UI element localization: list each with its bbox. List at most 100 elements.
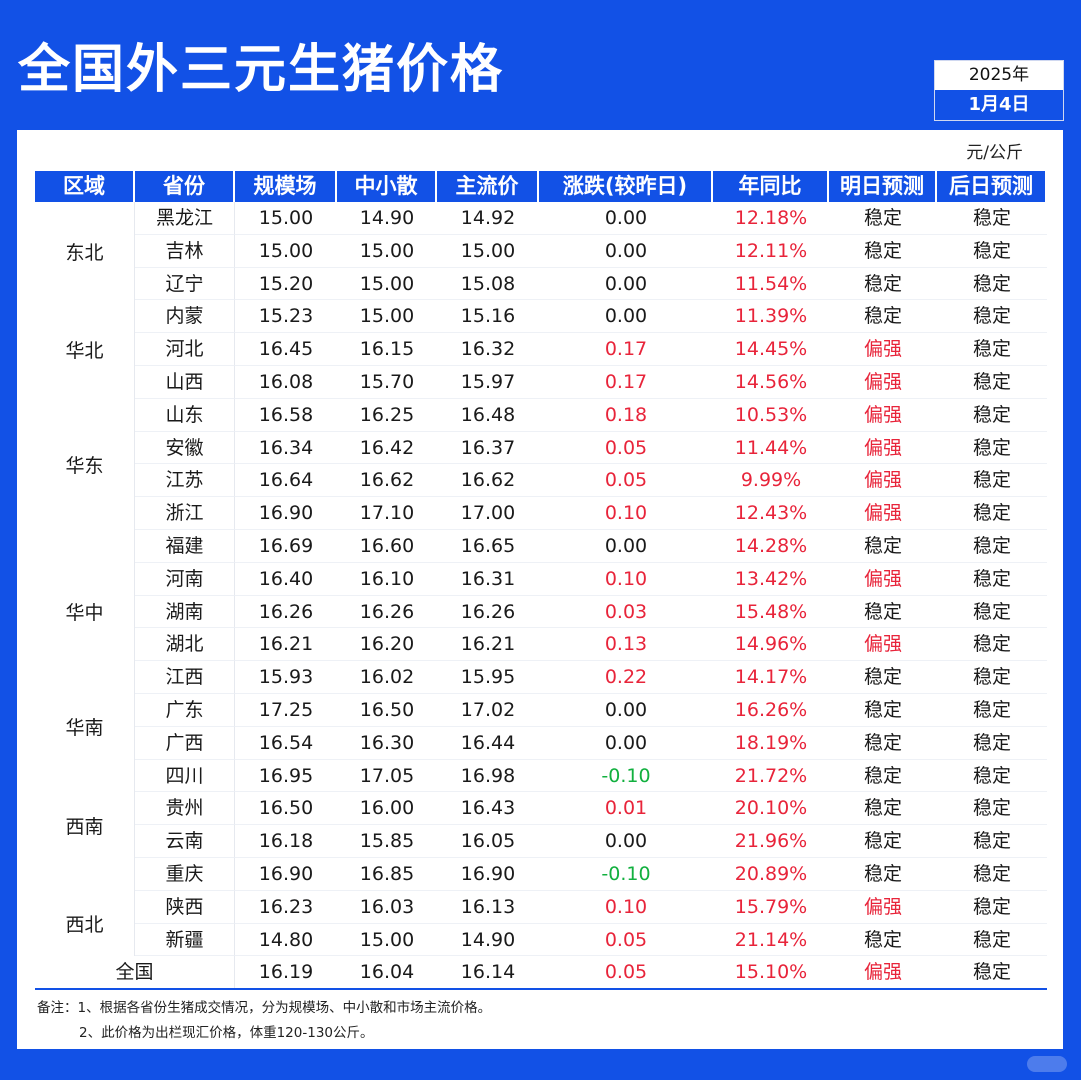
scale-farm-price: 14.80 xyxy=(235,924,337,957)
province-cell: 云南 xyxy=(135,825,235,858)
province-cell: 广东 xyxy=(135,693,235,727)
yoy-cell: 20.89% xyxy=(713,858,829,891)
scale-farm-price: 16.54 xyxy=(235,727,337,760)
small-farm-price: 16.50 xyxy=(337,694,437,727)
province-cell: 河北 xyxy=(135,333,235,366)
day-after-forecast: 稳定 xyxy=(937,530,1047,563)
yoy-cell: 14.96% xyxy=(713,628,829,662)
change-cell: 0.22 xyxy=(539,661,713,694)
small-farm-price: 16.20 xyxy=(337,628,437,662)
day-after-forecast: 稳定 xyxy=(937,661,1047,694)
scale-farm-price: 15.93 xyxy=(235,661,337,694)
scale-farm-price: 16.23 xyxy=(235,891,337,924)
mainstream-price: 14.92 xyxy=(437,202,539,235)
mainstream-price: 16.05 xyxy=(437,825,539,858)
scale-farm-price: 16.18 xyxy=(235,825,337,858)
day-after-forecast: 稳定 xyxy=(937,825,1047,858)
day-after-forecast: 稳定 xyxy=(937,727,1047,760)
province-cell: 浙江 xyxy=(135,497,235,530)
tomorrow-forecast: 稳定 xyxy=(829,760,937,793)
mainstream-price: 16.65 xyxy=(437,530,539,563)
region-cell: 华东 xyxy=(35,398,135,530)
change-cell: 0.17 xyxy=(539,366,713,399)
scale-farm-price: 16.95 xyxy=(235,760,337,793)
province-cell: 山东 xyxy=(135,398,235,432)
yoy-cell: 11.39% xyxy=(713,300,829,334)
small-farm-price: 16.03 xyxy=(337,891,437,924)
scale-farm-price: 16.50 xyxy=(235,792,337,826)
change-cell: 0.10 xyxy=(539,497,713,530)
yoy-cell: 12.18% xyxy=(713,202,829,235)
small-farm-price: 15.70 xyxy=(337,366,437,399)
province-cell: 广西 xyxy=(135,726,235,760)
small-farm-price: 15.85 xyxy=(337,825,437,858)
yoy-cell: 9.99% xyxy=(713,464,829,498)
small-farm-price: 16.10 xyxy=(337,563,437,596)
province-cell: 新疆 xyxy=(135,923,235,957)
change-cell: 0.00 xyxy=(539,235,713,268)
date-year: 2025年 xyxy=(935,61,1063,89)
small-farm-price: 16.25 xyxy=(337,399,437,432)
region-cell: 东北 xyxy=(35,202,135,301)
column-header: 涨跌(较昨日) xyxy=(539,171,713,202)
note-1: 备注：1、根据各省份生猪成交情况，分为规模场、中小散和市场主流价格。 xyxy=(37,1000,492,1016)
yoy-cell: 16.26% xyxy=(713,694,829,727)
yoy-cell: 21.72% xyxy=(713,760,829,793)
change-cell: 0.00 xyxy=(539,530,713,563)
small-farm-price: 16.60 xyxy=(337,530,437,563)
date-box: 2025年 1月4日 xyxy=(934,60,1064,121)
tomorrow-forecast: 偏强 xyxy=(829,563,937,596)
day-after-forecast: 稳定 xyxy=(937,563,1047,596)
total-small-farm-price: 16.04 xyxy=(359,961,415,984)
yoy-cell: 20.10% xyxy=(713,792,829,826)
province-cell: 湖北 xyxy=(135,628,235,662)
yoy-cell: 11.44% xyxy=(713,432,829,465)
mainstream-price: 17.00 xyxy=(437,497,539,530)
scale-farm-price: 16.45 xyxy=(235,333,337,366)
region-cell: 华北 xyxy=(35,300,135,399)
change-cell: 0.01 xyxy=(539,792,713,826)
province-cell: 重庆 xyxy=(135,857,235,891)
province-cell: 四川 xyxy=(135,759,235,793)
scale-farm-price: 17.25 xyxy=(235,694,337,727)
day-after-forecast: 稳定 xyxy=(937,596,1047,629)
scale-farm-price: 16.21 xyxy=(235,628,337,662)
change-cell: 0.10 xyxy=(539,563,713,596)
yoy-cell: 15.48% xyxy=(713,596,829,629)
day-after-forecast: 稳定 xyxy=(937,464,1047,498)
date-day: 1月4日 xyxy=(935,89,1063,120)
change-cell: 0.17 xyxy=(539,333,713,366)
scale-farm-price: 16.08 xyxy=(235,366,337,399)
tomorrow-forecast: 稳定 xyxy=(829,694,937,727)
change-cell: 0.00 xyxy=(539,202,713,235)
small-farm-price: 17.10 xyxy=(337,497,437,530)
tomorrow-forecast: 稳定 xyxy=(829,858,937,891)
yoy-cell: 14.28% xyxy=(713,530,829,563)
small-farm-price: 16.15 xyxy=(337,333,437,366)
mainstream-price: 16.62 xyxy=(437,464,539,498)
small-farm-price: 14.90 xyxy=(337,202,437,235)
region-cell: 华南 xyxy=(35,693,135,760)
day-after-forecast: 稳定 xyxy=(937,760,1047,793)
small-farm-price: 15.00 xyxy=(337,235,437,268)
total-mainstream-price: 16.14 xyxy=(460,961,516,984)
change-cell: 0.00 xyxy=(539,727,713,760)
province-cell: 安徽 xyxy=(135,431,235,465)
mainstream-price: 16.43 xyxy=(437,792,539,826)
small-farm-price: 16.00 xyxy=(337,792,437,826)
tomorrow-forecast: 稳定 xyxy=(829,596,937,629)
day-after-forecast: 稳定 xyxy=(937,202,1047,235)
scale-farm-price: 16.90 xyxy=(235,858,337,891)
tomorrow-forecast: 稳定 xyxy=(829,825,937,858)
mainstream-price: 16.26 xyxy=(437,596,539,629)
scale-farm-price: 15.00 xyxy=(235,202,337,235)
tomorrow-forecast: 稳定 xyxy=(829,661,937,694)
yoy-cell: 15.79% xyxy=(713,891,829,924)
province-cell: 内蒙 xyxy=(135,300,235,334)
scale-farm-price: 16.34 xyxy=(235,432,337,465)
tomorrow-forecast: 稳定 xyxy=(829,530,937,563)
mainstream-price: 16.90 xyxy=(437,858,539,891)
yoy-cell: 12.11% xyxy=(713,235,829,268)
scale-farm-price: 15.00 xyxy=(235,235,337,268)
total-day-after-forecast: 稳定 xyxy=(972,961,1011,984)
